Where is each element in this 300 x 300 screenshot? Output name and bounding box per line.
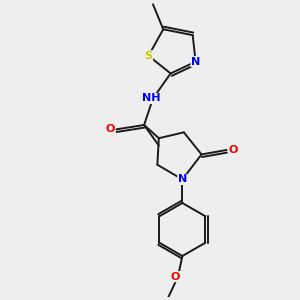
Text: O: O [106,124,115,134]
Text: N: N [178,174,187,184]
Text: O: O [228,145,238,155]
Text: S: S [145,51,152,61]
Text: N: N [191,57,200,67]
Text: NH: NH [142,94,161,103]
Text: O: O [170,272,180,282]
